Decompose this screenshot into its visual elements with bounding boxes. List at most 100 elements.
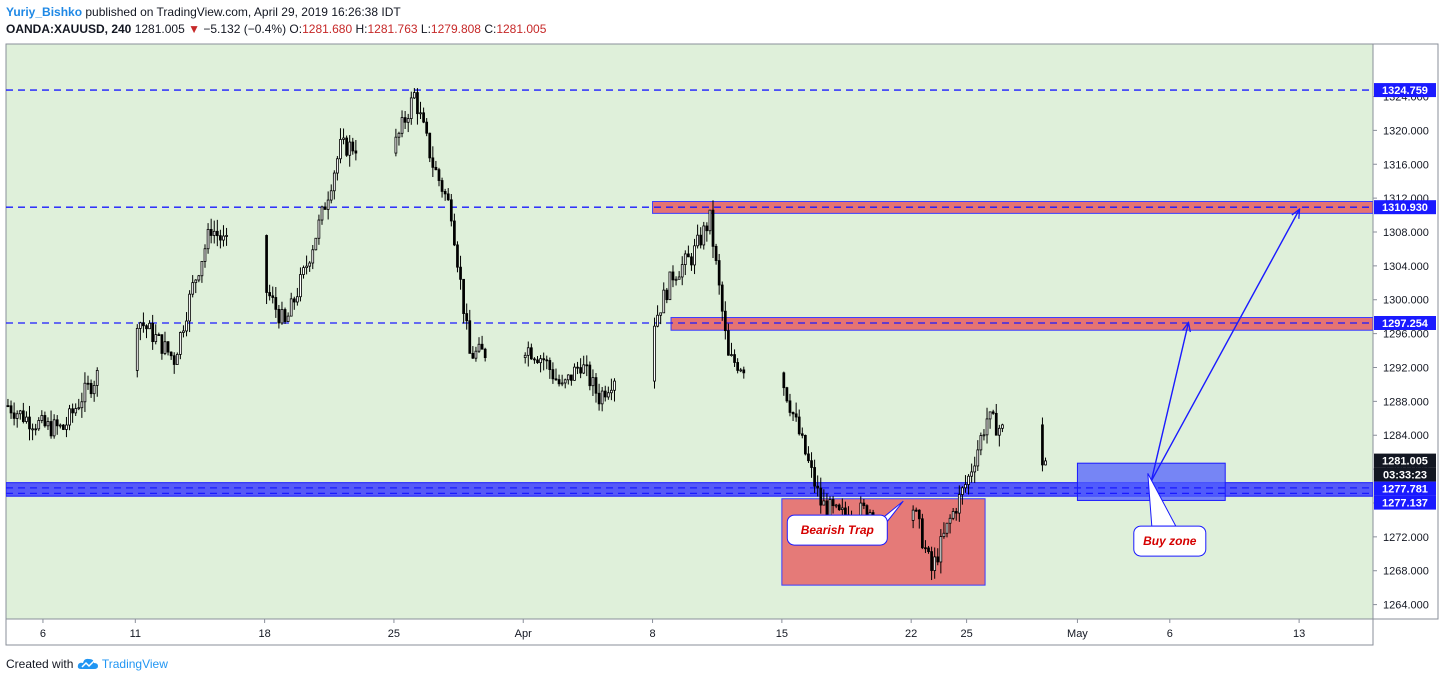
x-tick-label: 8 <box>649 628 655 640</box>
y-tick-label: 1268.000 <box>1383 566 1429 578</box>
annotation-callout-1[interactable]: Buy zone <box>1133 473 1207 557</box>
high-value: 1281.763 <box>367 22 418 36</box>
price-label-1[interactable]: 1310.930 <box>1374 200 1436 215</box>
candle-body <box>15 413 19 419</box>
candle-body <box>551 369 555 380</box>
candle-body <box>554 378 558 381</box>
candle-body <box>945 522 949 534</box>
candle-body <box>18 410 22 415</box>
resistance-zone-0[interactable] <box>652 201 1373 214</box>
price-label-text: 1297.254 <box>1382 318 1429 330</box>
y-tick-label: 1264.000 <box>1383 600 1429 612</box>
projection-arrow-1[interactable] <box>1150 210 1299 482</box>
candle-body <box>77 407 81 410</box>
candle-body <box>471 352 475 359</box>
candle-body <box>175 354 179 365</box>
candle-body <box>406 118 410 123</box>
candle-body <box>557 379 561 385</box>
candle-body <box>785 387 789 402</box>
candle-body <box>268 292 272 297</box>
price-label-box <box>1374 467 1436 482</box>
price-chart[interactable]: Bearish Trap Buy zone 1264.000 1268.000 127… <box>0 0 1444 650</box>
price-label-box <box>1374 481 1436 496</box>
price-label-text: 1277.137 <box>1382 498 1428 510</box>
candle-body <box>825 500 829 516</box>
candle-body <box>542 358 546 361</box>
candle-body <box>434 166 438 171</box>
price-label-6[interactable]: 1277.137 <box>1374 495 1436 510</box>
candle-body <box>440 180 444 192</box>
candle-body <box>28 416 31 430</box>
candle-body <box>665 289 669 301</box>
candle-body <box>844 507 847 516</box>
close-value: 1281.005 <box>496 22 547 36</box>
candle-body <box>530 347 533 360</box>
candle-body <box>930 551 933 571</box>
candle-body <box>948 517 952 524</box>
candle-body <box>588 364 592 387</box>
candle-body <box>911 509 915 521</box>
annotation-callout-0[interactable]: Bearish Trap <box>786 500 904 546</box>
candle-body <box>736 362 739 371</box>
candle-body <box>215 230 219 237</box>
candle-body <box>212 230 216 236</box>
candle-body <box>292 298 296 303</box>
candle-body <box>142 322 145 327</box>
price-label-5[interactable]: 1277.781 <box>1374 481 1436 496</box>
candle-body <box>810 460 813 468</box>
candle-body <box>560 382 564 385</box>
candle-body <box>354 150 358 154</box>
candle-body <box>25 416 28 422</box>
price-label-3[interactable]: 1281.005 <box>1374 453 1436 468</box>
symbol-name[interactable]: OANDA:XAUUSD, 240 <box>6 22 132 36</box>
candle-body <box>154 334 158 343</box>
candle-body <box>834 504 838 507</box>
candle-body <box>314 237 318 251</box>
open-label: O: <box>289 22 303 36</box>
projection-arrow-0[interactable] <box>1150 323 1188 482</box>
close-label: C: <box>484 22 497 36</box>
candle-body <box>600 390 604 405</box>
candle-body <box>58 424 62 427</box>
candle-body <box>274 297 278 310</box>
plot-background[interactable] <box>5 43 1374 620</box>
candle-body <box>31 428 34 431</box>
candle-body <box>403 117 407 123</box>
time-axis-background[interactable] <box>5 618 1374 646</box>
candle-body <box>182 330 185 333</box>
candle-body <box>597 392 601 405</box>
candle-body <box>419 112 422 115</box>
candle-body <box>160 334 164 354</box>
resistance-zone-1[interactable] <box>670 317 1373 331</box>
candle-body <box>172 355 176 365</box>
candle-body <box>437 169 441 181</box>
candle-body <box>49 421 53 437</box>
candle-body <box>135 327 139 371</box>
candle-body <box>939 536 943 563</box>
candle-body <box>425 121 429 134</box>
candle-body <box>446 193 450 201</box>
candle-body <box>37 420 41 430</box>
price-label-0[interactable]: 1324.759 <box>1374 83 1436 98</box>
candle-body <box>927 547 930 552</box>
author-link[interactable]: Yuriy_Bishko <box>6 5 83 19</box>
candle-body <box>585 364 589 367</box>
price-label-box <box>1374 315 1436 330</box>
x-tick-label: 6 <box>1167 628 1173 640</box>
candle-body <box>951 511 955 519</box>
candle-body <box>788 400 792 413</box>
tradingview-brand[interactable]: TradingView <box>101 657 168 671</box>
candle-body <box>674 278 678 281</box>
y-tick-label: 1296.000 <box>1383 329 1429 341</box>
candle-body <box>148 322 151 330</box>
candle-body <box>280 309 284 324</box>
price-label-4[interactable]: 03:33:23 <box>1374 467 1436 482</box>
candle-body <box>831 499 835 507</box>
price-label-text: 1281.005 <box>1382 456 1428 468</box>
candle-body <box>422 112 425 123</box>
candle-body <box>302 267 305 275</box>
price-axis-background[interactable] <box>1372 43 1439 620</box>
price-label-2[interactable]: 1297.254 <box>1374 315 1436 330</box>
candle-body <box>579 367 582 374</box>
candle-body <box>548 360 552 371</box>
